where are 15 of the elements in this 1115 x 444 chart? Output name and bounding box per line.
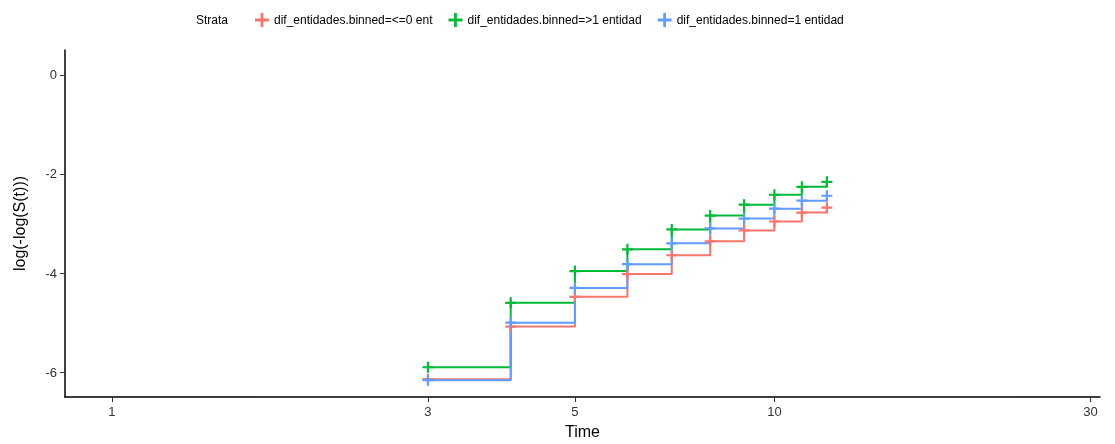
y-tick-label: -6: [45, 364, 57, 380]
x-axis-title: Time: [565, 422, 601, 440]
y-tick-label: 0: [49, 67, 57, 83]
x-tick-label: 30: [1083, 404, 1098, 419]
y-axis-title: log(-log(S(t))): [10, 175, 28, 272]
x-tick-label: 10: [767, 404, 782, 419]
x-tick-label: 1: [108, 404, 116, 419]
y-tick-label: -2: [45, 166, 57, 182]
legend-label: dif_entidades.binned=1 entidad: [676, 13, 844, 27]
legend-label: dif_entidades.binned=>1 entidad: [467, 13, 642, 27]
y-tick-label: -4: [45, 265, 57, 281]
x-tick-label: 5: [571, 404, 579, 419]
legend-label: dif_entidades.binned=<=0 ent: [274, 13, 434, 27]
x-tick-label: 3: [424, 404, 432, 419]
legend-title: Strata: [196, 13, 229, 27]
